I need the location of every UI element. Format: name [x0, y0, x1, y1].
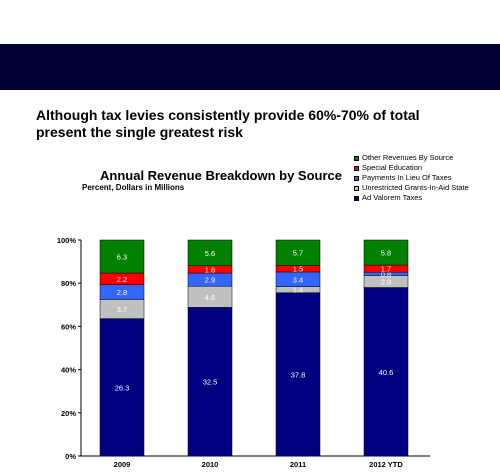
bar-segment-label: 3.7	[117, 305, 127, 314]
bar-segment-label: 3.4	[293, 275, 303, 284]
bar-segment-label: 5.6	[205, 249, 215, 258]
bar-segment-label: 26.3	[115, 383, 130, 392]
bar-segment	[363, 239, 409, 266]
bar-segment-label: 5.8	[381, 249, 391, 258]
bar-segment-label: 5.7	[293, 249, 303, 258]
bar-segment-label: 1.5	[293, 265, 303, 274]
headline: Although tax levies consistently provide…	[36, 107, 420, 140]
legend-item: Payments In Lieu Of Taxes	[354, 173, 469, 183]
chart-legend: Other Revenues By Source Special Educatio…	[354, 153, 469, 203]
bar-segment-label: 37.8	[291, 370, 306, 379]
bar-segment-label: 2.8	[117, 288, 127, 297]
y-tick-label: 20%	[61, 409, 76, 418]
bar-segment	[187, 239, 233, 266]
legend-label: Special Education	[362, 163, 423, 172]
legend-swatch	[354, 155, 359, 161]
y-tick-label: 60%	[61, 322, 76, 331]
bar-segment-label: 6.3	[117, 253, 127, 262]
bar-segment-label: 2.9	[205, 276, 215, 285]
legend-swatch	[354, 175, 359, 181]
legend-label: Ad Valorem Taxes	[362, 193, 423, 202]
x-tick-label: 2011	[290, 460, 306, 469]
x-tick-label: 2010	[202, 460, 219, 469]
legend-swatch	[354, 165, 359, 171]
y-tick-label: 80%	[61, 279, 76, 288]
bar-segment-label: 0.8	[381, 270, 391, 279]
legend-item: Ad Valorem Taxes	[354, 193, 469, 203]
bar-segment	[363, 287, 409, 457]
legend-swatch	[354, 185, 359, 191]
bar-segment	[187, 307, 233, 457]
legend-label: Other Revenues By Source	[362, 153, 454, 162]
bar-segment	[275, 292, 321, 457]
bar-segment-label: 2.2	[117, 275, 127, 284]
legend-item: Other Revenues By Source	[354, 153, 469, 163]
legend-item: Unrestricted Grants-In-Aid State	[354, 183, 469, 193]
bar-segment-label: 1.6	[205, 265, 215, 274]
legend-item: Special Education	[354, 163, 469, 173]
y-tick-label: 0%	[65, 452, 76, 461]
chart-subtitle: Percent, Dollars in Millions	[82, 183, 185, 192]
bar-segment-label: 1.7	[381, 265, 391, 274]
chart-title: Annual Revenue Breakdown by Source	[100, 168, 343, 183]
bar-segment	[99, 318, 145, 457]
bar-segment-label: 32.5	[203, 378, 218, 387]
header-bar	[0, 44, 500, 90]
bar-segment-label: 4.6	[205, 293, 215, 302]
legend-label: Payments In Lieu Of Taxes	[362, 173, 452, 182]
legend-label: Unrestricted Grants-In-Aid State	[362, 183, 469, 192]
x-tick-label: 2012 YTD	[369, 460, 403, 469]
y-tick-label: 40%	[61, 366, 76, 375]
bar-segment-label: 2.9	[381, 277, 391, 286]
y-tick-label: 100%	[57, 236, 77, 245]
bar-segment-label: 40.6	[379, 368, 394, 377]
legend-swatch	[354, 195, 359, 201]
x-tick-label: 2009	[114, 460, 131, 469]
bar-segment	[99, 239, 145, 274]
bar-segment-label: 1.4	[293, 286, 303, 295]
bar-segment	[275, 239, 321, 266]
